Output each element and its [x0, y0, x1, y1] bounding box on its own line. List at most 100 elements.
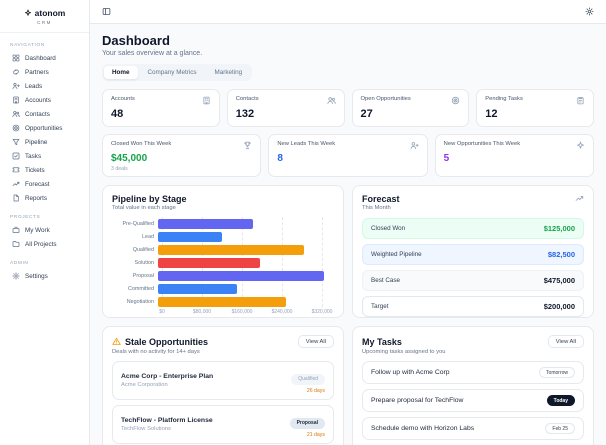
sidebar-section-navigation: Navigation Dashboard Partners Leads Acco…: [0, 33, 89, 205]
sidebar-item-all-projects[interactable]: All Projects: [8, 237, 81, 251]
forecast-row-closed-won: Closed Won $125,000: [362, 218, 584, 239]
panel-title: Forecast: [362, 194, 400, 204]
pipeline-by-stage-panel: Pipeline by Stage Total value in each st…: [102, 185, 344, 318]
chart-category-label: Proposal: [132, 272, 154, 279]
forecast-panel: Forecast This Month Closed Won $125,000 …: [352, 185, 594, 318]
chart-row: Solution: [112, 256, 334, 269]
axis-tick-label: $320,000: [311, 309, 333, 315]
stale-opportunity-row[interactable]: TechFlow - Platform License TechFlow Sol…: [112, 405, 334, 444]
forecast-value: $200,000: [543, 302, 575, 311]
sidebar-item-label: Settings: [25, 272, 48, 280]
ticket-icon: [12, 166, 20, 174]
sidebar-item-label: Dashboard: [25, 54, 56, 62]
sidebar-item-settings[interactable]: Settings: [8, 269, 81, 283]
closed-won-week-card: Closed Won This Week $45,000 3 deals: [102, 134, 262, 177]
view-all-button[interactable]: View All: [297, 335, 334, 348]
sidebar-item-leads[interactable]: Leads: [8, 79, 81, 93]
panel-subtitle: Deals with no activity for 14+ days: [112, 349, 200, 355]
stat-label: Open Opportunities: [360, 96, 411, 102]
sidebar-item-label: Leads: [25, 82, 43, 90]
stat-card-contacts: Contacts 132: [226, 89, 345, 127]
stat-value: $45,000: [111, 153, 148, 164]
stat-card-open-opportunities: Open Opportunities 27: [351, 89, 470, 127]
forecast-row-best-case: Best Case $475,000: [362, 270, 584, 291]
opportunity-company: Acme Corporation: [121, 382, 168, 388]
stage-badge: Qualified: [291, 373, 325, 385]
sidebar-item-opportunities[interactable]: Opportunities: [8, 121, 81, 135]
sidebar-section-projects: Projects My Work All Projects: [0, 205, 89, 251]
sidebar-toggle-icon[interactable]: [102, 7, 111, 16]
stat-value: 8: [277, 153, 283, 164]
panel-subtitle: This Month: [362, 205, 391, 211]
panel-title: Stale Opportunities: [125, 336, 209, 347]
building-icon: [12, 96, 20, 104]
weekly-stats-row: Closed Won This Week $45,000 3 deals New…: [102, 134, 594, 177]
sidebar-item-dashboard[interactable]: Dashboard: [8, 51, 81, 65]
warning-icon: [112, 337, 121, 346]
building-icon: [202, 96, 211, 105]
chart-row: Qualified: [112, 243, 334, 256]
tab-marketing[interactable]: Marketing: [214, 69, 243, 76]
stat-value: 5: [443, 153, 450, 164]
task-title: Follow up with Acme Corp: [371, 369, 450, 376]
logo-icon: [24, 9, 32, 17]
due-badge: Tomorrow: [539, 367, 575, 378]
chart-bar: [158, 296, 286, 307]
stale-opportunities-panel: Stale Opportunities View All Deals with …: [102, 326, 344, 445]
forecast-label: Weighted Pipeline: [371, 251, 422, 258]
chart-row: Proposal: [112, 269, 334, 282]
task-row[interactable]: Schedule demo with Horizon Labs Feb 25: [362, 417, 584, 440]
task-title: Schedule demo with Horizon Labs: [371, 425, 475, 432]
sidebar-item-forecast[interactable]: Forecast: [8, 177, 81, 191]
sidebar-item-label: My Work: [25, 226, 50, 234]
stat-label: Pending Tasks: [485, 96, 523, 102]
forecast-row-weighted-pipeline: Weighted Pipeline $82,500: [362, 244, 584, 265]
topbar: [90, 0, 606, 24]
sidebar-item-label: Opportunities: [25, 124, 63, 132]
sidebar-item-contacts[interactable]: Contacts: [8, 107, 81, 121]
tab-company-metrics[interactable]: Company Metrics: [147, 69, 197, 76]
stats-row: Accounts 48 Contacts 132 Open Opportunit…: [102, 89, 594, 127]
view-all-button[interactable]: View All: [547, 335, 584, 348]
section-label: Navigation: [10, 43, 45, 48]
settings-gear-icon[interactable]: [585, 7, 594, 16]
stale-opportunity-row[interactable]: Acme Corp - Enterprise Plan Acme Corpora…: [112, 361, 334, 400]
dashboard-content: Dashboard Your sales overview at a glanc…: [90, 24, 606, 445]
chart-category-label: Committed: [127, 285, 154, 292]
chart-bar: [158, 218, 253, 229]
tab-home[interactable]: Home: [104, 66, 138, 79]
user-plus-icon: [410, 141, 419, 150]
forecast-value: $475,000: [543, 276, 575, 285]
sidebar-item-tasks[interactable]: Tasks: [8, 149, 81, 163]
task-row[interactable]: Prepare proposal for TechFlow Today: [362, 389, 584, 412]
brand-name: atonom: [34, 8, 66, 18]
chart-x-axis: $0 $80,000 $160,000 $240,000 $320,000: [159, 309, 332, 317]
sidebar-item-pipeline[interactable]: Pipeline: [8, 135, 81, 149]
task-row[interactable]: Follow up with Acme Corp Tomorrow: [362, 361, 584, 384]
stat-label: Closed Won This Week: [111, 141, 172, 147]
stat-label: New Opportunities This Week: [443, 141, 521, 147]
chart-bar: [158, 244, 304, 255]
sidebar-item-partners[interactable]: Partners: [8, 65, 81, 79]
target-icon: [451, 96, 460, 105]
sidebar-item-my-work[interactable]: My Work: [8, 223, 81, 237]
chart-row: Pre-Qualified: [112, 217, 334, 230]
grid-icon: [12, 54, 20, 62]
new-leads-week-card: New Leads This Week 8: [268, 134, 428, 177]
chart-bar: [158, 283, 238, 294]
stat-value: 132: [235, 108, 255, 120]
my-tasks-panel: My Tasks View All Upcoming tasks assigne…: [352, 326, 594, 445]
funnel-icon: [12, 138, 20, 146]
sidebar-item-label: Pipeline: [25, 138, 48, 146]
stat-label: Contacts: [235, 96, 259, 102]
axis-tick-label: $160,000: [231, 309, 253, 315]
section-label: Admin: [10, 261, 29, 266]
trophy-icon: [243, 141, 252, 150]
opportunity-title: Acme Corp - Enterprise Plan: [121, 373, 214, 380]
page-title: Dashboard: [102, 33, 170, 48]
sidebar-item-reports[interactable]: Reports: [8, 191, 81, 205]
chart-category-label: Pre-Qualified: [122, 220, 154, 227]
sidebar-item-tickets[interactable]: Tickets: [8, 163, 81, 177]
sidebar-item-accounts[interactable]: Accounts: [8, 93, 81, 107]
chart-bar: [158, 257, 261, 268]
